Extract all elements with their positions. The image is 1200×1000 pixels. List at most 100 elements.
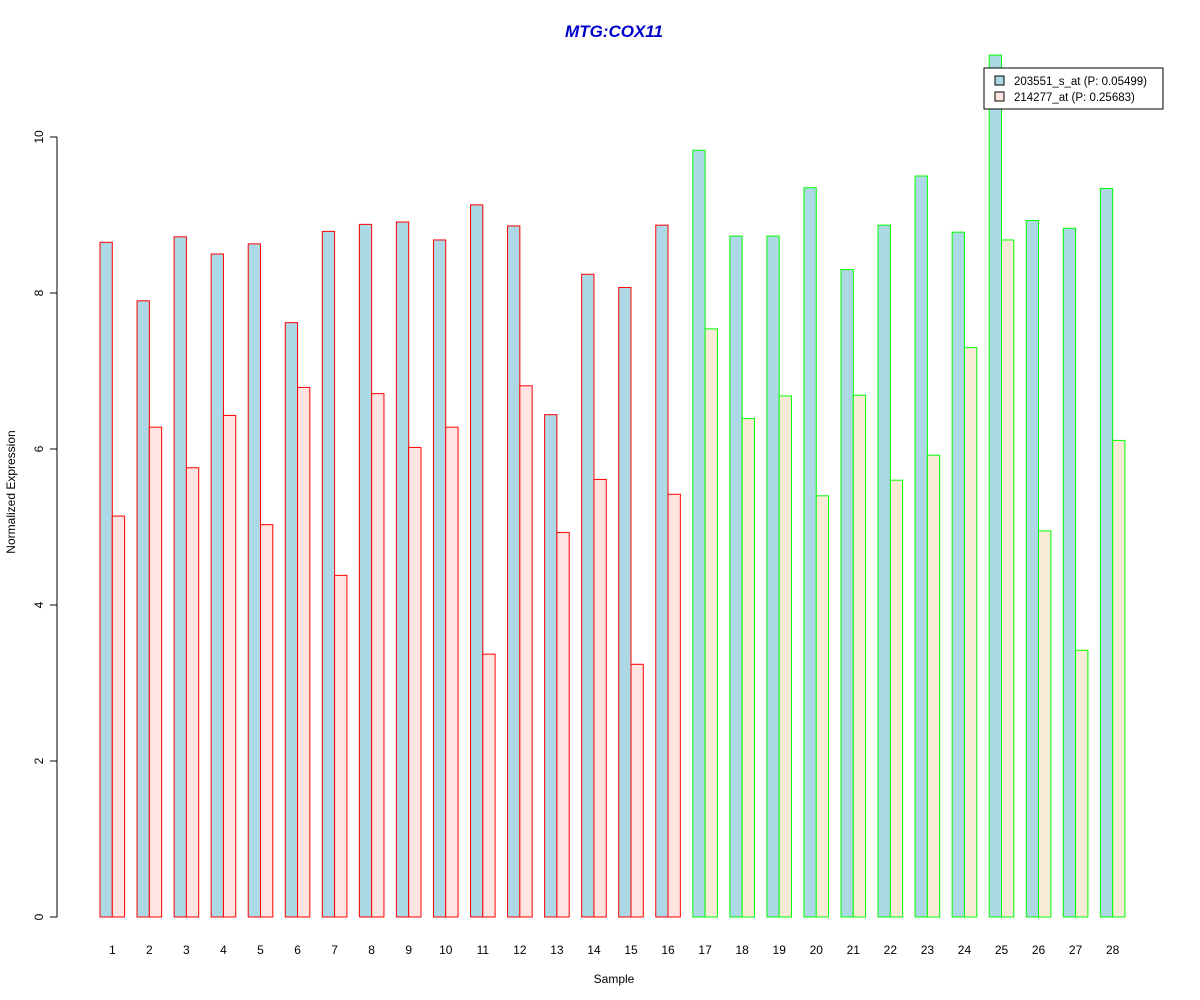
chart-title: MTG:COX11 — [565, 22, 663, 41]
bar-series-1 — [766, 235, 780, 918]
bar-series-2 — [815, 495, 830, 918]
bar-series-1 — [247, 243, 261, 918]
x-tick-label: 1 — [109, 943, 116, 957]
bar-series-2 — [852, 394, 867, 918]
bar-series-2 — [1001, 239, 1015, 918]
bar-series-1 — [432, 239, 447, 918]
x-tick-label: 5 — [257, 943, 264, 957]
legend: 203551_s_at (P: 0.05499) 214277_at (P: 0… — [983, 67, 1164, 110]
bar-series-2 — [778, 395, 793, 918]
x-tick-label: 24 — [958, 943, 972, 957]
x-tick-label: 26 — [1032, 943, 1046, 957]
bar-series-1 — [99, 241, 113, 918]
x-tick-label: 15 — [624, 943, 638, 957]
bar-series-2 — [1038, 530, 1052, 918]
bar-series-1 — [877, 224, 891, 918]
x-tick-label: 16 — [661, 943, 675, 957]
x-tick-label: 3 — [183, 943, 190, 957]
bar-series-1 — [618, 287, 632, 918]
bar-series-2 — [704, 328, 718, 918]
bar-series-2 — [371, 393, 385, 918]
bar-series-2 — [741, 418, 755, 918]
bar-series-2 — [445, 426, 459, 918]
x-tick-label: 28 — [1106, 943, 1120, 957]
legend-key-series-1 — [994, 75, 1005, 86]
x-tick-labels: 1 2 3 4 5 6 7 8 9 10 11 12 13 14 15 16 17 18 19 20 21 22 23 24 2… — [109, 943, 1120, 957]
bar-series-2 — [963, 347, 978, 918]
y-tick-label: 8 — [32, 289, 46, 296]
x-tick-label: 18 — [735, 943, 749, 957]
bar-series-1 — [914, 175, 928, 918]
y-tick-label: 0 — [32, 913, 46, 920]
x-tick-label: 13 — [550, 943, 564, 957]
bar-series-1 — [803, 187, 817, 918]
bar-series-2 — [482, 653, 496, 918]
bar-series-1 — [1099, 187, 1114, 918]
bar-series-1 — [507, 225, 521, 918]
x-tick-label: 7 — [331, 943, 338, 957]
legend-box — [983, 67, 1164, 110]
x-tick-label: 11 — [477, 943, 490, 957]
bar-series-1 — [210, 253, 224, 918]
x-tick-label: 19 — [773, 943, 787, 957]
bar-series-1 — [729, 235, 743, 918]
bar-series-1 — [655, 224, 669, 918]
x-tick-label: 9 — [405, 943, 412, 957]
y-axis-label: Normalized Expression — [4, 430, 18, 553]
bars-group — [99, 54, 1126, 918]
bar-series-1 — [284, 322, 299, 918]
bar-series-1 — [1025, 219, 1040, 918]
legend-label-series-2: 214277_at (P: 0.25683) — [1014, 92, 1135, 104]
bar-series-1 — [358, 223, 373, 918]
x-tick-label: 12 — [513, 943, 527, 957]
bar-series-1 — [581, 273, 595, 918]
x-tick-label: 8 — [368, 943, 375, 957]
bar-series-2 — [334, 574, 348, 918]
bar-series-2 — [111, 515, 126, 918]
bar-series-2 — [185, 467, 200, 918]
bar-series-2 — [148, 426, 163, 918]
x-tick-label: 21 — [847, 943, 861, 957]
bar-series-2 — [556, 531, 570, 918]
y-tick-label: 2 — [32, 757, 46, 764]
bar-series-2 — [297, 386, 311, 918]
x-tick-label: 4 — [220, 943, 227, 957]
x-tick-label: 10 — [439, 943, 453, 957]
bar-series-2 — [630, 663, 644, 918]
bar-series-2 — [1075, 649, 1089, 918]
x-tick-label: 23 — [921, 943, 935, 957]
bar-series-1 — [951, 231, 965, 918]
x-tick-label: 27 — [1069, 943, 1083, 957]
y-tick-label: 10 — [32, 130, 46, 144]
bar-series-1 — [1062, 227, 1077, 918]
bar-series-1 — [544, 414, 558, 918]
x-tick-label: 2 — [146, 943, 153, 957]
bar-series-2 — [889, 479, 904, 918]
x-tick-label: 17 — [698, 943, 712, 957]
bar-series-1 — [136, 300, 150, 918]
bar-series-1 — [321, 230, 336, 918]
x-tick-label: 6 — [294, 943, 301, 957]
bar-series-2 — [667, 493, 681, 918]
bar-series-1 — [173, 236, 187, 918]
x-axis-label: Sample — [594, 972, 635, 986]
bar-series-2 — [222, 414, 237, 918]
x-tick-label: 14 — [587, 943, 601, 957]
bar-series-1 — [470, 204, 484, 918]
bar-series-2 — [593, 478, 607, 918]
bar-series-1 — [692, 149, 706, 918]
legend-label-series-1: 203551_s_at (P: 0.05499) — [1014, 76, 1147, 88]
y-axis: 0 2 4 6 8 10 — [32, 130, 58, 920]
bar-series-2 — [926, 454, 941, 918]
bar-series-2 — [408, 446, 422, 918]
x-tick-label: 22 — [884, 943, 898, 957]
y-tick-label: 6 — [32, 445, 46, 452]
bar-series-2 — [519, 385, 533, 918]
bar-series-1 — [395, 221, 410, 918]
y-tick-label: 4 — [32, 601, 46, 608]
x-tick-label: 25 — [995, 943, 1009, 957]
bar-series-2 — [1112, 439, 1126, 918]
bar-series-1 — [988, 54, 1003, 918]
x-tick-label: 20 — [810, 943, 824, 957]
